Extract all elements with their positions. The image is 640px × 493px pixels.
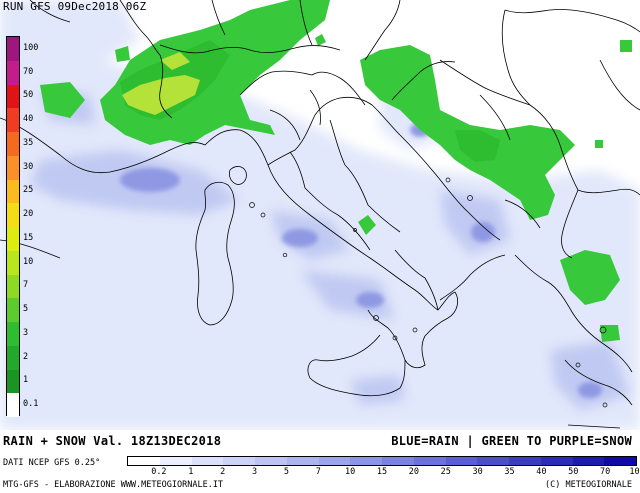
rain-scale-labels: 0.212357101520253035405070100: [127, 467, 640, 477]
rain-scale-swatch: [477, 457, 509, 465]
rain-scale-swatch: [572, 457, 605, 465]
snow-scale-swatch: [7, 227, 19, 251]
rain-scale-bar: [127, 456, 637, 466]
rain-scale-swatch: [223, 457, 255, 465]
snow-scale-label: 7: [23, 280, 29, 291]
islands: [249, 177, 608, 408]
snow-scale-bar: [6, 36, 20, 417]
rain-scale-swatch: [445, 457, 478, 465]
snow-scale-label: 30: [23, 161, 34, 172]
rain-scale-label: 7: [315, 467, 321, 477]
rain-scale-swatch: [286, 457, 319, 465]
forecast-validity-title: RAIN + SNOW Val. 18Z13DEC2018: [3, 434, 222, 448]
rain-scale-label: 40: [536, 467, 547, 477]
rain-scale-swatch: [350, 457, 382, 465]
snow-scale-swatch: [7, 393, 19, 417]
snow-scale-swatch: [7, 132, 19, 156]
rain-scale-label: 35: [504, 467, 515, 477]
snow-scale-label: 3: [23, 327, 29, 338]
credit-elaborazione: MTG-GFS - ELABORAZIONE WWW.METEOGIORNALE…: [3, 480, 224, 490]
rain-scale-label: 25: [440, 467, 451, 477]
snow-scale-swatch: [7, 37, 19, 61]
rain-scale-swatch: [509, 457, 541, 465]
coastlines: [0, 0, 633, 429]
rain-scale-label: 30: [472, 467, 483, 477]
footer-panel: RAIN + SNOW Val. 18Z13DEC2018 BLUE=RAIN …: [0, 430, 640, 493]
snow-scale-label: 1: [23, 375, 29, 386]
rain-scale-label: 2: [220, 467, 226, 477]
rain-scale-swatch: [128, 457, 160, 465]
snow-scale-swatch: [7, 298, 19, 322]
snow-color-scale: 100 70 50 40 35 30 25 20 15 10 7 5 3 2 1 0.1: [6, 36, 48, 417]
snow-scale-swatch: [7, 84, 19, 109]
snow-scale-label: 10: [23, 256, 34, 267]
data-source-label: DATI NCEP GFS 0.25°: [3, 458, 101, 468]
snow-areas: [40, 0, 632, 342]
rain-scale-swatch: [382, 457, 414, 465]
rain-scale-label: 20: [408, 467, 419, 477]
snow-scale-label: 2: [23, 351, 29, 362]
snow-scale-swatch: [7, 345, 19, 370]
snow-scale-label: 40: [23, 114, 34, 125]
rain-scale-label: 1: [188, 467, 194, 477]
copyright-label: (C) METEOGIORNALE: [545, 480, 632, 490]
snow-scale-swatch: [7, 369, 19, 394]
rain-scale-swatch: [540, 457, 573, 465]
snow-scale-label: 35: [23, 137, 34, 148]
rain-scale-label: 70: [600, 467, 611, 477]
snow-scale-label: 25: [23, 185, 34, 196]
rain-color-scale: 0.212357101520253035405070100: [127, 456, 640, 477]
snow-scale-swatch: [7, 274, 19, 299]
rain-scale-swatch: [255, 457, 287, 465]
snow-scale-swatch: [7, 60, 19, 85]
snow-scale-label: 20: [23, 209, 34, 220]
rain-scale-label: 0.2: [151, 467, 167, 477]
snow-scale-label: 100: [23, 42, 39, 53]
snow-scale-swatch: [7, 179, 19, 204]
rain-scale-label: 100: [629, 467, 640, 477]
rain-scale-swatch: [191, 457, 224, 465]
precipitation-map: [0, 0, 640, 430]
snow-scale-label: 15: [23, 232, 34, 243]
rain-scale-label: 10: [345, 467, 356, 477]
rain-scale-label: 3: [251, 467, 258, 477]
snow-scale-swatch: [7, 203, 19, 227]
rain-scale-label: 15: [376, 467, 388, 477]
snow-scale-label: 0.1: [23, 399, 39, 410]
snow-scale-swatch: [7, 250, 19, 275]
rain-scale-swatch: [604, 457, 636, 465]
snow-scale-label: 5: [23, 304, 29, 315]
snow-scale-label: 70: [23, 66, 34, 77]
snow-scale-swatch: [7, 322, 19, 346]
legend-explanation: BLUE=RAIN | GREEN TO PURPLE=SNOW: [391, 434, 632, 448]
snow-scale-label: 50: [23, 90, 34, 101]
run-title: RUN GFS 09Dec2018 06Z: [3, 0, 147, 13]
snow-scale-swatch: [7, 155, 19, 180]
rain-scale-swatch: [413, 457, 446, 465]
rain-scale-label: 50: [568, 467, 579, 477]
snow-scale-swatch: [7, 108, 19, 132]
rain-scale-swatch: [159, 457, 192, 465]
rain-scale-swatch: [318, 457, 351, 465]
rain-scale-label: 5: [283, 467, 289, 477]
borders: [119, 0, 640, 311]
